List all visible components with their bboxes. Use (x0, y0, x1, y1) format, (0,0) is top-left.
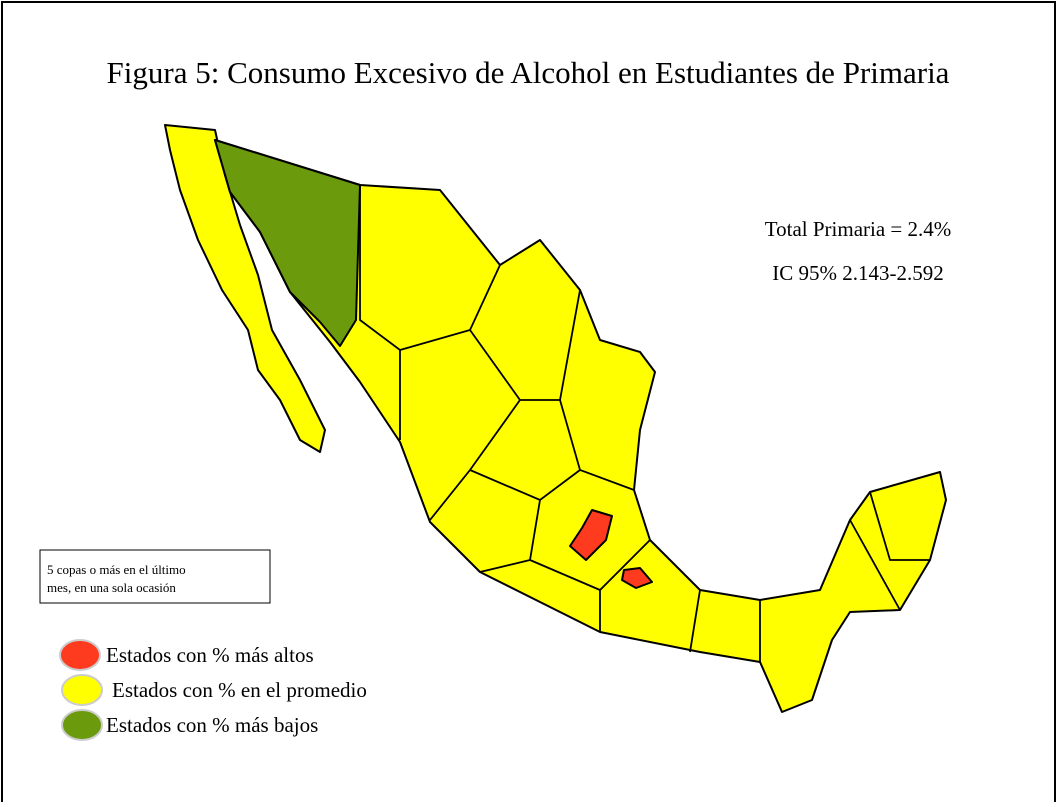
legend-swatch (61, 674, 103, 706)
legend-swatch (59, 639, 101, 671)
legend-label: Estados con % en el promedio (112, 678, 367, 702)
legend-label: Estados con % más bajos (106, 713, 318, 737)
stat-total: Total Primaria = 2.4% (765, 217, 952, 241)
state-borders (359, 185, 930, 662)
mexico-city-area (621, 567, 653, 589)
mainland (214, 139, 947, 713)
sonora (214, 139, 361, 347)
stat-ci: IC 95% 2.143-2.592 (772, 261, 944, 285)
guanajuato (569, 509, 613, 561)
note-box (39, 549, 271, 604)
legend-label: Estados con % más altos (106, 643, 314, 667)
note-line: mes, en una sola ocasión (47, 580, 176, 595)
note-line: 5 copas o más en el último (47, 562, 186, 577)
legend: Estados con % más altos Estados con % en … (59, 639, 367, 741)
baja-california (164, 124, 326, 453)
title: Figura 5: Consumo Excesivo de Alcohol en… (107, 55, 950, 90)
map (164, 124, 947, 713)
legend-swatch (61, 709, 103, 741)
